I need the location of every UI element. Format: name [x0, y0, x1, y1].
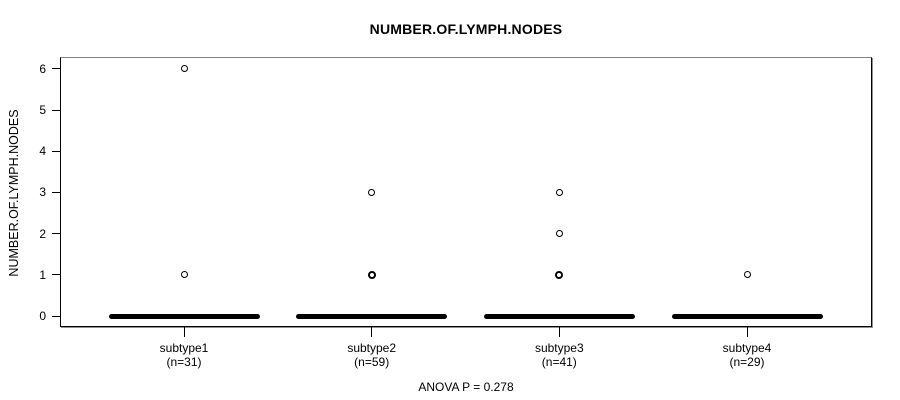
outlier-point [368, 188, 376, 196]
outlier-point [180, 65, 188, 73]
group-name-label: subtype4 [722, 341, 772, 355]
y-axis-tick [52, 68, 60, 70]
x-axis-group-label: subtype3 (n=41) [484, 341, 634, 369]
outlier-point [555, 230, 563, 238]
y-axis-tick [52, 191, 60, 193]
box-median-bar [296, 313, 448, 319]
y-axis-tick [52, 274, 60, 276]
y-axis-tick-label: 0 [39, 309, 46, 323]
group-n-label: (n=29) [729, 355, 765, 369]
x-axis-group-label: subtype4 (n=29) [672, 341, 822, 369]
x-axis-group-label: subtype1 (n=31) [109, 341, 259, 369]
y-axis-tick-label: 2 [39, 226, 46, 241]
outlier-point [743, 271, 751, 279]
plot-area: 0 1 2 3 4 5 6 subtype1 (n=31) subtype2 (n=59) subty… [39, 57, 872, 369]
y-axis-tick-label: 4 [39, 144, 46, 159]
box-median-bar [671, 313, 823, 319]
outlier-point [555, 270, 564, 279]
box-median-bar [108, 313, 260, 319]
group-n-label: (n=59) [354, 355, 390, 369]
y-axis-tick-label: 1 [39, 267, 46, 282]
outlier-point [555, 188, 563, 196]
group-name-label: subtype2 [347, 341, 397, 355]
x-axis-group-label: subtype2 (n=59) [297, 341, 447, 369]
x-axis-tick [371, 327, 373, 337]
y-axis-tick [52, 109, 60, 111]
y-axis-tick [52, 315, 60, 317]
y-axis-tick-label: 6 [39, 61, 46, 76]
group-n-label: (n=31) [166, 355, 202, 369]
group-name-label: subtype3 [534, 341, 584, 355]
chart-title: NUMBER.OF.LYMPH.NODES [369, 21, 563, 37]
group-n-label: (n=41) [541, 355, 577, 369]
y-axis-tick [52, 150, 60, 152]
y-axis-tick [52, 233, 60, 235]
y-axis-tick-label: 5 [39, 103, 46, 118]
anova-annotation: ANOVA P = 0.278 [418, 380, 514, 394]
x-axis-tick [746, 327, 748, 337]
box-median-bar [483, 313, 635, 319]
x-axis-tick [558, 327, 560, 337]
x-axis-tick [183, 327, 185, 337]
outlier-point [180, 271, 188, 279]
group-name-label: subtype1 [159, 341, 209, 355]
y-axis-tick-label: 3 [39, 185, 46, 200]
outlier-point [367, 270, 376, 279]
